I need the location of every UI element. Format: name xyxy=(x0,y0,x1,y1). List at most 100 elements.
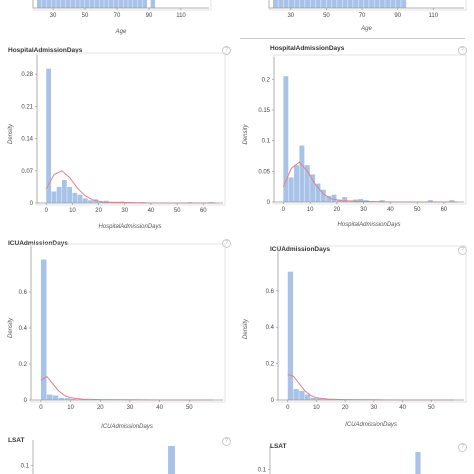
histogram-bar xyxy=(310,0,316,9)
histogram-bar xyxy=(299,390,305,400)
x-tick-label: 110 xyxy=(176,13,186,19)
chart-title: LSAT xyxy=(8,437,25,444)
y-tick-label: 0.2 xyxy=(262,77,271,83)
help-icon[interactable]: ? xyxy=(222,239,231,248)
histogram-bar xyxy=(61,0,66,9)
y-tick-label: 0.4 xyxy=(19,326,28,332)
x-tick-label: 50 xyxy=(186,405,193,411)
histogram-bar xyxy=(299,145,305,202)
histogram-bar xyxy=(310,397,317,400)
histogram-bar xyxy=(347,0,353,9)
help-icon[interactable]: ? xyxy=(222,437,231,446)
y-tick-label: 0.6 xyxy=(266,289,275,295)
histogram-bar xyxy=(358,0,364,9)
age-chart-right: 30 50 70 90 110 Age xyxy=(268,0,467,32)
lsat-chart-right: 0.1 xyxy=(258,446,421,474)
y-tick-label: 0 xyxy=(24,398,28,404)
chart-title: ICUAdmissionDays xyxy=(270,246,330,253)
histogram-bar xyxy=(37,0,42,9)
x-tick-label: 0 xyxy=(286,405,290,411)
histogram-bar xyxy=(75,0,80,9)
y-tick-label: 0.14 xyxy=(21,137,33,143)
y-tick-label: 0 xyxy=(30,201,34,207)
x-tick-label: 20 xyxy=(342,405,349,411)
chart-title: LSAT xyxy=(270,443,287,450)
histogram-bar xyxy=(449,200,455,202)
plot-frame xyxy=(277,245,467,403)
y-tick-label: 0.1 xyxy=(262,139,271,145)
histogram-bar xyxy=(315,183,321,202)
y-tick-label: 0.2 xyxy=(19,362,28,368)
x-tick-label: 0 xyxy=(282,207,286,213)
histogram-bar xyxy=(379,200,385,202)
histogram-bar xyxy=(80,0,85,9)
y-tick-label: 0.07 xyxy=(21,169,33,175)
histogram-bar xyxy=(315,0,321,9)
histogram-bar xyxy=(293,389,299,400)
histogram-bar xyxy=(82,198,88,203)
x-tick-label: 30 xyxy=(287,13,294,19)
histogram-bar xyxy=(64,398,71,400)
histogram-bar xyxy=(326,195,332,202)
histogram-bar xyxy=(401,0,407,9)
x-tick-label: 50 xyxy=(82,13,89,19)
histogram-bar xyxy=(46,68,52,204)
help-icon[interactable]: ? xyxy=(222,46,231,55)
histogram-bar xyxy=(273,0,278,9)
histogram-bar xyxy=(98,201,104,203)
x-tick-label: 30 xyxy=(371,405,378,411)
age-chart-left: 30 50 70 90 110 Age xyxy=(32,0,212,35)
histogram-bar xyxy=(118,0,123,9)
x-tick-label: 10 xyxy=(69,208,76,214)
histogram-bar xyxy=(40,259,47,400)
x-tick-label: 10 xyxy=(313,405,320,411)
histogram-bar xyxy=(133,0,138,9)
histogram-bar xyxy=(65,0,71,9)
x-tick-label: 110 xyxy=(428,13,438,19)
histogram-bar xyxy=(379,0,385,9)
histogram-bar xyxy=(287,271,294,400)
x-tick-label: 20 xyxy=(97,405,104,411)
histogram-bar xyxy=(123,0,128,9)
x-tick-label: 40 xyxy=(399,405,406,411)
x-tick-label: 20 xyxy=(95,208,102,214)
help-icon[interactable]: ? xyxy=(458,443,467,452)
help-icon[interactable]: ? xyxy=(458,46,467,55)
x-tick-label: 30 xyxy=(360,207,367,213)
histogram-bar xyxy=(374,0,380,9)
kde-line xyxy=(287,374,455,401)
histogram-bar xyxy=(294,0,300,9)
x-tick-label: 30 xyxy=(121,208,128,214)
y-tick-label: 0.1 xyxy=(258,467,267,473)
histogram-bar xyxy=(41,0,47,8)
kde-line xyxy=(40,375,214,401)
y-tick-label: 0 xyxy=(267,200,271,206)
histogram-bar xyxy=(70,0,75,9)
histogram-bar xyxy=(427,200,433,202)
panel-hospital-left: HospitalAdmissionDays ? 0 0.07 0.14 0.21 0.2… xyxy=(5,45,233,235)
icu-chart-left: 0 0.2 0.4 0.6 0 10 20 30 40 50 ICUAdmissionDays Den… xyxy=(8,243,226,430)
help-icon[interactable]: ? xyxy=(458,246,467,255)
histogram-bar xyxy=(51,0,56,9)
histogram-bar xyxy=(150,0,155,9)
histogram-bar xyxy=(51,191,57,203)
histogram-bar xyxy=(283,0,289,8)
x-tick-label: 90 xyxy=(394,13,401,19)
histogram-bar xyxy=(353,0,359,9)
x-tick-label: 50 xyxy=(174,208,181,214)
histogram-bar xyxy=(104,0,109,9)
x-axis-label: Age xyxy=(115,29,127,35)
y-tick-label: 0.28 xyxy=(21,72,33,78)
histogram-bar xyxy=(342,197,348,202)
histogram-bar xyxy=(76,399,83,400)
histogram-bar xyxy=(109,0,114,9)
x-tick-label: 70 xyxy=(359,13,366,19)
chart-title: ICUAdmissionDays xyxy=(8,240,68,247)
histogram-bar xyxy=(363,0,369,9)
histogram-bar xyxy=(142,0,147,9)
histogram-bar xyxy=(331,0,337,9)
histogram-bar xyxy=(310,174,316,202)
chart-title: HospitalAdmissionDays xyxy=(270,45,345,52)
y-tick-label: 0.1 xyxy=(21,463,30,469)
x-tick-label: 40 xyxy=(156,405,163,411)
